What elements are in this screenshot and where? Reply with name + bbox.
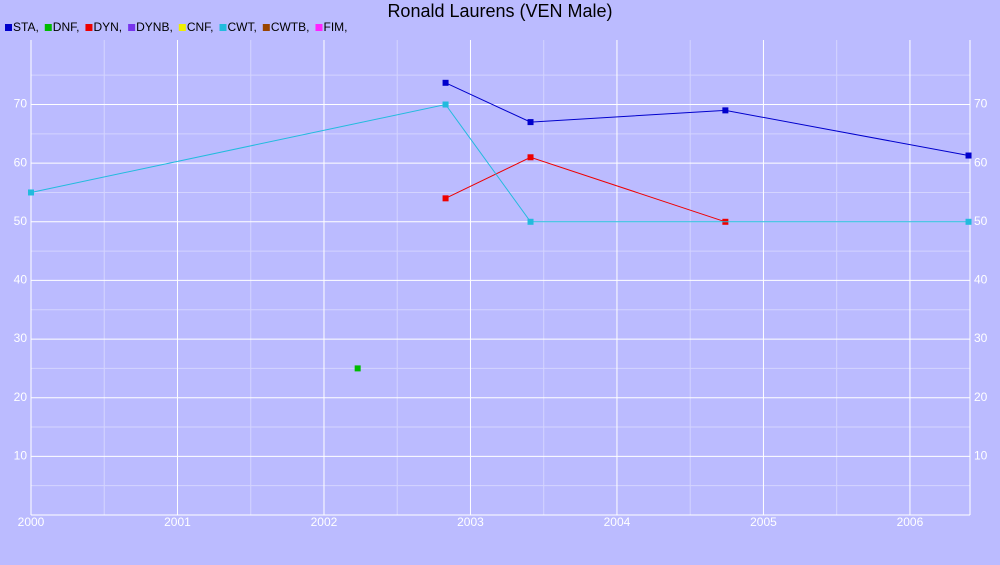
point <box>965 218 972 225</box>
legend-label: CNF, <box>187 20 214 34</box>
legend-label: CWT, <box>227 20 256 34</box>
x-tick-label: 2004 <box>604 515 631 529</box>
legend-swatch <box>44 24 52 31</box>
y-tick-label: 10 <box>14 449 28 463</box>
point <box>442 79 449 86</box>
legend-swatch <box>5 24 12 31</box>
legend-swatch <box>85 24 93 31</box>
chart-title: Ronald Laurens (VEN Male) <box>387 1 612 21</box>
legend-label: FIM, <box>323 20 347 34</box>
legend-label: CWTB, <box>271 20 310 34</box>
y-tick-label-right: 40 <box>974 273 988 287</box>
y-tick-label: 40 <box>14 273 28 287</box>
legend-label: DYN, <box>93 20 122 34</box>
point <box>442 101 449 108</box>
y-tick-label: 70 <box>14 97 28 111</box>
point <box>28 189 34 196</box>
x-tick-label: 2000 <box>18 515 45 529</box>
y-tick-label-right: 60 <box>974 155 988 169</box>
series-line <box>445 82 969 157</box>
y-tick-label: 30 <box>14 331 28 345</box>
y-tick-label: 60 <box>14 155 28 169</box>
legend-label: DNF, <box>53 20 80 34</box>
y-tick-label-right: 20 <box>974 390 988 404</box>
y-tick-label-right: 50 <box>974 214 988 228</box>
x-tick-label: 2005 <box>750 515 777 529</box>
x-tick-label: 2002 <box>311 515 338 529</box>
x-tick-label: 2003 <box>457 515 484 529</box>
point <box>442 195 449 202</box>
legend-swatch <box>128 24 136 31</box>
y-tick-label-right: 70 <box>974 97 988 111</box>
y-tick-label-right: 10 <box>974 449 988 463</box>
legend-label: STA, <box>13 20 39 34</box>
y-tick-label: 20 <box>14 390 28 404</box>
point <box>527 119 534 126</box>
legend-swatch <box>219 24 227 31</box>
x-tick-label: 2001 <box>164 515 191 529</box>
legend-label: DYNB, <box>136 20 173 34</box>
legend-swatch <box>315 24 323 31</box>
point <box>527 154 534 161</box>
legend-swatch <box>262 24 270 31</box>
y-tick-label: 50 <box>14 214 28 228</box>
point <box>527 218 534 225</box>
series-line <box>30 103 969 223</box>
point <box>354 365 361 372</box>
point <box>722 107 729 114</box>
point <box>965 152 972 159</box>
x-tick-label: 2006 <box>897 515 924 529</box>
legend-swatch <box>178 24 186 31</box>
y-tick-label-right: 30 <box>974 331 988 345</box>
